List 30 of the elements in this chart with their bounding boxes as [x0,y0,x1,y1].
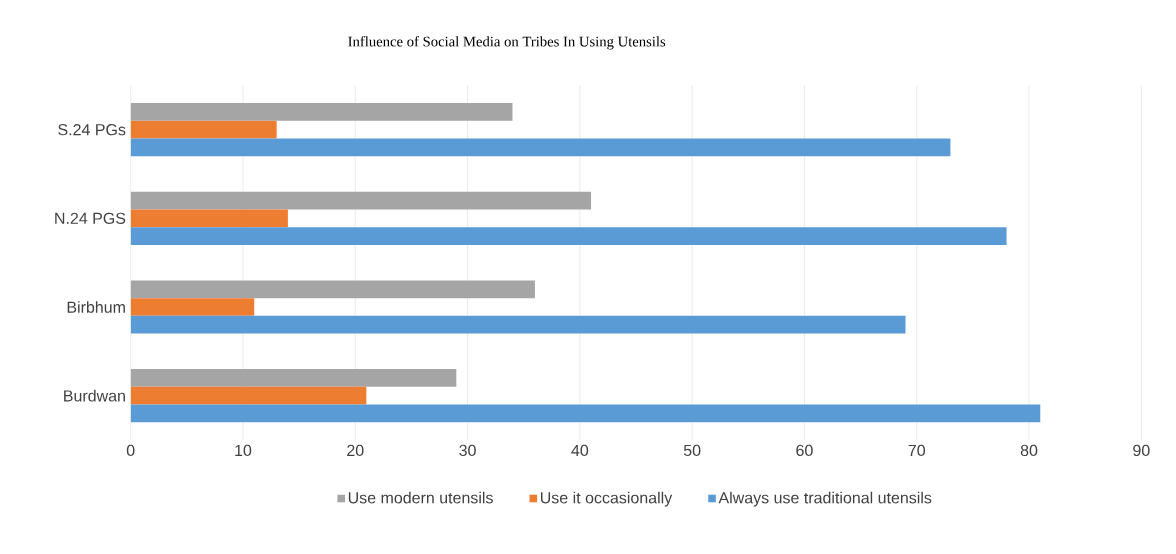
y-tick-label: Birbhum [67,301,125,313]
x-tick-label: 20 [347,444,364,457]
x-tick-label: 50 [683,444,701,457]
bar [130,103,513,121]
bar [130,280,535,299]
bar [130,120,277,139]
bar [130,315,906,334]
chart-title: Influence of Social Media on Tribes In Using Utensils [348,36,666,50]
bar [130,227,1007,245]
y-tick-label: S.24 PGs [58,124,126,136]
bar [130,191,592,210]
y-tick-label: N.24 PGS [55,212,126,224]
x-tick-label: 0 [126,444,135,457]
y-tick-label: Burdwan [64,389,125,402]
bar [130,369,457,387]
bar [130,298,255,316]
legend-label: Use it occasionally [540,491,673,507]
legend-label: Always use traditional utensils [718,491,932,507]
x-tick-label: 70 [908,444,926,457]
bar [130,386,367,405]
x-tick-label: 10 [235,444,252,457]
bar [130,404,1041,423]
legend-label: Use modern utensils [348,491,493,504]
x-tick-label: 40 [571,444,589,457]
x-tick-label: 30 [459,444,476,457]
x-tick-label: 90 [1133,444,1150,457]
x-tick-label: 80 [1020,444,1038,457]
bar [130,138,951,157]
bar [130,209,288,228]
x-tick-label: 60 [796,444,813,457]
